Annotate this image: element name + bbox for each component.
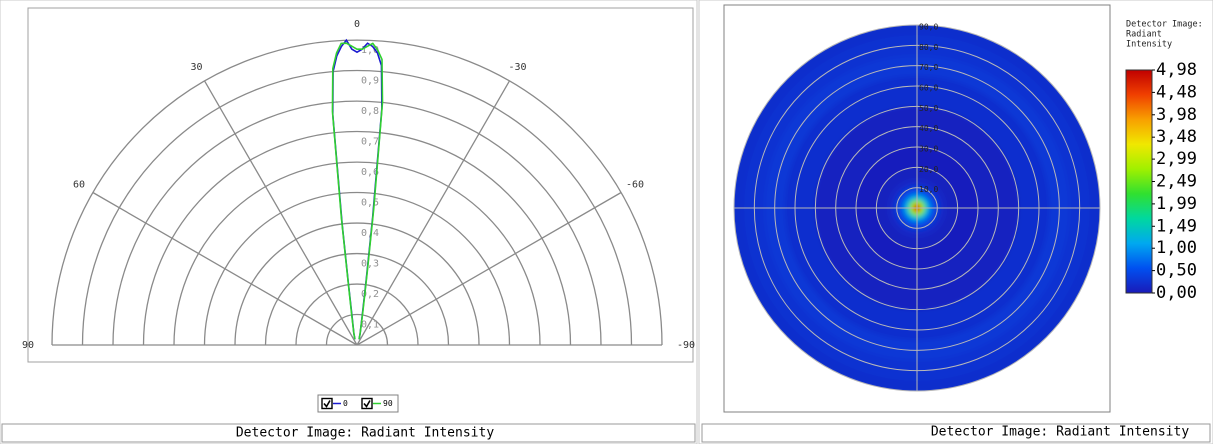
- grid-ring: [325, 313, 389, 346]
- angle-label: -30: [508, 62, 526, 73]
- grid-spoke: [203, 80, 358, 346]
- legend-check: [323, 400, 331, 408]
- footer-text: Detector Image: Radiant Intensity: [236, 426, 494, 441]
- r-tick-label: 20,0: [919, 165, 938, 174]
- lobe-line: [331, 42, 384, 340]
- colorbar-title: Intensity: [1126, 40, 1172, 50]
- r-tick-label: 0,8: [361, 106, 379, 117]
- grid-ring: [142, 130, 572, 346]
- grid-spoke: [92, 191, 358, 346]
- colorbar-label: 0,00: [1156, 283, 1197, 303]
- angle-label: -90: [677, 340, 695, 351]
- colorbar: [1125, 69, 1153, 294]
- r-tick-label: 70,0: [919, 63, 938, 72]
- colorbar-label: 4,48: [1156, 82, 1197, 102]
- r-tick-label: 0,2: [361, 289, 379, 300]
- colorbar-label: 2,49: [1156, 172, 1197, 192]
- angle-label: 60: [73, 180, 85, 191]
- r-tick-label: 40,0: [919, 124, 938, 133]
- angle-label: 30: [190, 62, 202, 73]
- r-tick-label: 90,0: [919, 23, 938, 32]
- grid-spoke: [356, 80, 511, 346]
- r-tick-label: 0,3: [361, 259, 379, 270]
- grid-ring: [264, 252, 450, 346]
- colorbar-title: Radiant: [1126, 30, 1162, 40]
- footer-bar: [1, 423, 696, 443]
- r-tick-label: 0,7: [361, 137, 379, 148]
- colorbar-label: 0,50: [1156, 261, 1197, 281]
- r-tick-label: 30,0: [919, 145, 938, 154]
- legend-checkbox: [321, 397, 333, 410]
- grid-spoke: [356, 191, 622, 346]
- footer-text: Detector Image: Radiant Intensity: [931, 425, 1189, 440]
- grid-ring: [234, 222, 480, 346]
- r-tick-label: 1,0: [361, 45, 379, 56]
- r-tick-label: 0,1: [361, 320, 379, 331]
- legend-check: [363, 400, 371, 408]
- grid-ring: [203, 191, 511, 346]
- grid-ring: [51, 39, 663, 346]
- legend-label: 0: [343, 399, 348, 408]
- angle-label: 0: [354, 19, 360, 30]
- grid-ring: [81, 69, 633, 346]
- angle-label: -60: [626, 180, 644, 191]
- r-tick-label: 0,9: [361, 76, 379, 87]
- colorbar-title: Detector Image:: [1126, 20, 1203, 30]
- legend-label: 90: [383, 399, 393, 408]
- colorbar-label: 2,99: [1156, 149, 1197, 169]
- colorbar-label: 3,48: [1156, 127, 1197, 147]
- r-tick-label: 0,5: [361, 198, 379, 209]
- r-tick-label: 60,0: [919, 84, 938, 93]
- r-tick-label: 50,0: [919, 104, 938, 113]
- grid-ring: [295, 283, 419, 346]
- r-tick-label: 0,6: [361, 167, 379, 178]
- r-tick-label: 10,0: [919, 185, 938, 194]
- legend-checkbox: [361, 397, 373, 410]
- colorbar-label: 1,00: [1156, 238, 1197, 258]
- legend-box: [317, 394, 399, 413]
- grid-ring: [173, 161, 541, 346]
- r-tick-label: 0,4: [361, 228, 379, 239]
- footer-bar: [701, 423, 1211, 443]
- plot-frame: [27, 7, 694, 363]
- colorbar-label: 1,99: [1156, 194, 1197, 214]
- colorbar-label: 1,49: [1156, 216, 1197, 236]
- grid-ring: [112, 100, 602, 346]
- colorbar-label: 3,98: [1156, 105, 1197, 125]
- colorbar-label: 4,98: [1156, 60, 1197, 80]
- r-tick-label: 80,0: [919, 43, 938, 52]
- angle-label: 90: [22, 340, 34, 351]
